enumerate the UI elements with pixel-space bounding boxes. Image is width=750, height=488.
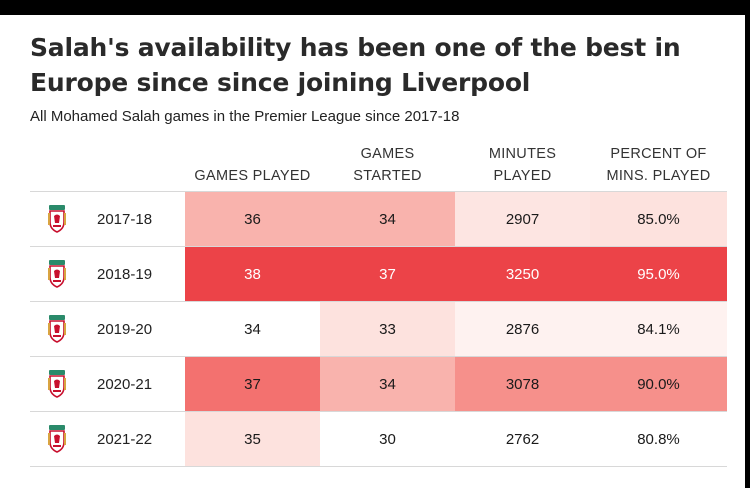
row-season-label: 2019-20 <box>97 321 153 338</box>
column-header-minutes-played: MINUTES PLAYED <box>488 146 557 184</box>
row-separator <box>30 411 727 412</box>
liverpool-crest-icon <box>48 425 66 453</box>
column-header-pct-mins: PERCENT OF MINS. PLAYED <box>606 146 711 184</box>
cell-minutes-played: 2762 <box>455 412 590 467</box>
liverpool-crest-icon <box>48 260 66 288</box>
cell-games-started: 37 <box>320 247 455 302</box>
cell-pct-mins: 90.0% <box>590 357 727 412</box>
cell-games-played: 34 <box>185 302 320 357</box>
liverpool-crest-icon <box>48 370 66 398</box>
cell-pct-mins: 80.8% <box>590 412 727 467</box>
cell-minutes-played: 3250 <box>455 247 590 302</box>
cell-minutes-played: 2907 <box>455 192 590 247</box>
row-separator <box>30 301 727 302</box>
cell-games-played: 38 <box>185 247 320 302</box>
cell-minutes-played: 2876 <box>455 302 590 357</box>
column-header-games-started: GAMES STARTED <box>353 146 422 184</box>
cell-pct-mins: 84.1% <box>590 302 727 357</box>
liverpool-crest-icon <box>48 315 66 343</box>
cell-games-played: 36 <box>185 192 320 247</box>
cell-pct-mins: 95.0% <box>590 247 727 302</box>
row-season-label: 2021-22 <box>97 431 153 448</box>
row-separator <box>30 356 727 357</box>
row-season-label: 2018-19 <box>97 266 153 283</box>
chart-title: Salah's availability has been one of the… <box>30 33 681 97</box>
cell-games-started: 34 <box>320 357 455 412</box>
column-header-games-played: GAMES PLAYED <box>194 168 311 184</box>
row-separator <box>30 466 727 467</box>
cell-games-started: 33 <box>320 302 455 357</box>
cell-pct-mins: 85.0% <box>590 192 727 247</box>
header-rule <box>30 191 727 192</box>
cell-games-started: 34 <box>320 192 455 247</box>
chart-subtitle: All Mohamed Salah games in the Premier L… <box>30 108 460 125</box>
top-black-bar <box>0 0 750 15</box>
cell-games-started: 30 <box>320 412 455 467</box>
right-black-bar <box>745 0 750 488</box>
cell-games-played: 35 <box>185 412 320 467</box>
liverpool-crest-icon <box>48 205 66 233</box>
row-separator <box>30 246 727 247</box>
row-season-label: 2017-18 <box>97 211 153 228</box>
cell-games-played: 37 <box>185 357 320 412</box>
row-season-label: 2020-21 <box>97 376 153 393</box>
cell-minutes-played: 3078 <box>455 357 590 412</box>
